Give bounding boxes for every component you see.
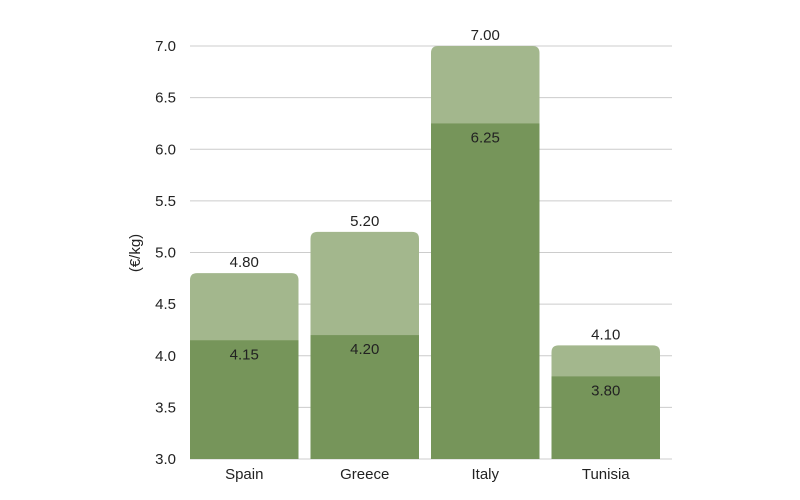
inner-data-label: 3.80 bbox=[591, 382, 620, 399]
x-tick-label: Spain bbox=[225, 466, 263, 483]
outer-data-label: 4.80 bbox=[230, 254, 259, 271]
outer-data-label: 5.20 bbox=[350, 213, 379, 230]
y-tick-label: 6.5 bbox=[155, 90, 176, 107]
y-tick-label: 7.0 bbox=[155, 38, 176, 55]
y-tick-label: 5.5 bbox=[155, 193, 176, 210]
bar-base-greece bbox=[310, 335, 419, 459]
y-tick-label: 5.0 bbox=[155, 245, 176, 262]
y-axis-ticks: 3.0 3.5 4.0 4.5 5.0 5.5 6.0 6.5 7.0 bbox=[155, 38, 176, 468]
outer-data-label: 4.10 bbox=[591, 326, 620, 343]
y-tick-label: 3.0 bbox=[155, 451, 176, 468]
bars bbox=[190, 46, 660, 459]
bar-base-tunisia bbox=[551, 376, 660, 459]
bar-base-italy bbox=[431, 123, 540, 459]
x-tick-label: Italy bbox=[471, 466, 499, 483]
y-tick-label: 6.0 bbox=[155, 141, 176, 158]
inner-data-label: 6.25 bbox=[471, 129, 500, 146]
y-tick-label: 4.5 bbox=[155, 296, 176, 313]
y-tick-label: 3.5 bbox=[155, 399, 176, 416]
x-axis-ticks: Spain Greece Italy Tunisia bbox=[225, 466, 630, 483]
outer-data-label: 7.00 bbox=[471, 27, 500, 44]
inner-data-label: 4.20 bbox=[350, 341, 379, 358]
y-axis-title: (€/kg) bbox=[127, 234, 144, 272]
inner-data-label: 4.15 bbox=[230, 346, 259, 363]
data-labels: 4.80 4.15 5.20 4.20 7.00 6.25 4.10 3.80 bbox=[230, 27, 621, 399]
x-tick-label: Greece bbox=[340, 466, 389, 483]
y-tick-label: 4.0 bbox=[155, 348, 176, 365]
x-tick-label: Tunisia bbox=[582, 466, 630, 483]
bar-base-spain bbox=[190, 340, 299, 459]
